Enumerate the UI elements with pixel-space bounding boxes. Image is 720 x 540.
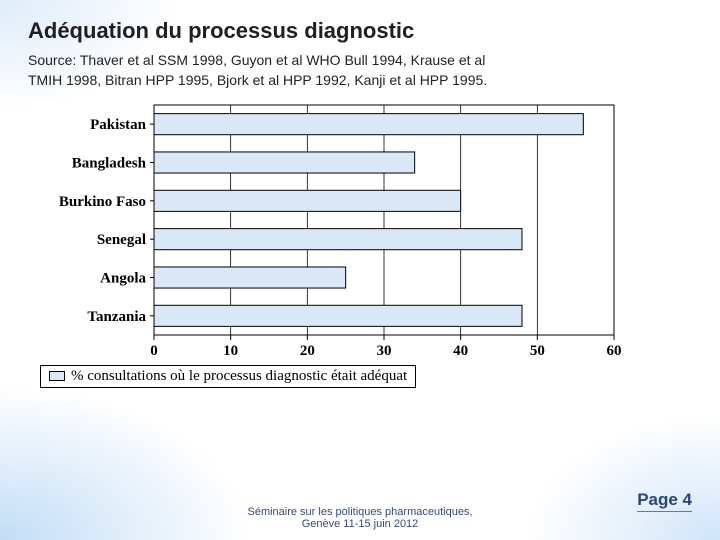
svg-text:60: 60 [607, 343, 622, 359]
bar [154, 190, 461, 211]
bar [154, 267, 346, 288]
svg-text:50: 50 [530, 343, 545, 359]
footer-line-1: Séminaire sur les politiques pharmaceuti… [247, 506, 472, 518]
category-label: Angola [100, 270, 146, 286]
svg-text:40: 40 [453, 343, 468, 359]
source-line-1: Source: Thaver et al SSM 1998, Guyon et … [28, 52, 485, 68]
slide: Adéquation du processus diagnostic Sourc… [0, 0, 720, 540]
bar [154, 305, 522, 326]
svg-text:0: 0 [150, 343, 158, 359]
footer: Séminaire sur les politiques pharmaceuti… [0, 506, 720, 530]
slide-title: Adéquation du processus diagnostic [28, 18, 692, 44]
category-label: Senegal [97, 232, 146, 248]
legend-text: % consultations où le processus diagnost… [71, 368, 407, 385]
bar [154, 113, 583, 134]
bar [154, 228, 522, 249]
chart-container: 0 10 20 30 40 50 60 Pakistan Bangladesh Burkino F… [34, 101, 686, 388]
svg-text:30: 30 [377, 343, 392, 359]
category-label: Tanzania [87, 308, 146, 324]
legend-swatch [49, 371, 65, 381]
category-label: Bangladesh [72, 155, 147, 171]
bar [154, 152, 415, 173]
category-label: Burkino Faso [59, 193, 146, 209]
footer-line-2: Genève 11-15 juin 2012 [302, 518, 419, 530]
source-line-2: TMIH 1998, Bitran HPP 1995, Bjork et al … [28, 72, 487, 88]
svg-text:10: 10 [223, 343, 238, 359]
page-number: Page 4 [637, 490, 692, 512]
source-citation: Source: Thaver et al SSM 1998, Guyon et … [28, 50, 692, 91]
svg-text:20: 20 [300, 343, 315, 359]
category-label: Pakistan [90, 117, 147, 133]
legend: % consultations où le processus diagnost… [40, 365, 416, 388]
bar-chart: 0 10 20 30 40 50 60 Pakistan Bangladesh Burkino F… [34, 101, 628, 359]
